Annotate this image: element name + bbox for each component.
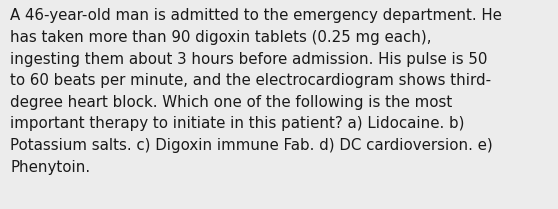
Text: A 46-year-old man is admitted to the emergency department. He
has taken more tha: A 46-year-old man is admitted to the eme… <box>10 8 502 175</box>
